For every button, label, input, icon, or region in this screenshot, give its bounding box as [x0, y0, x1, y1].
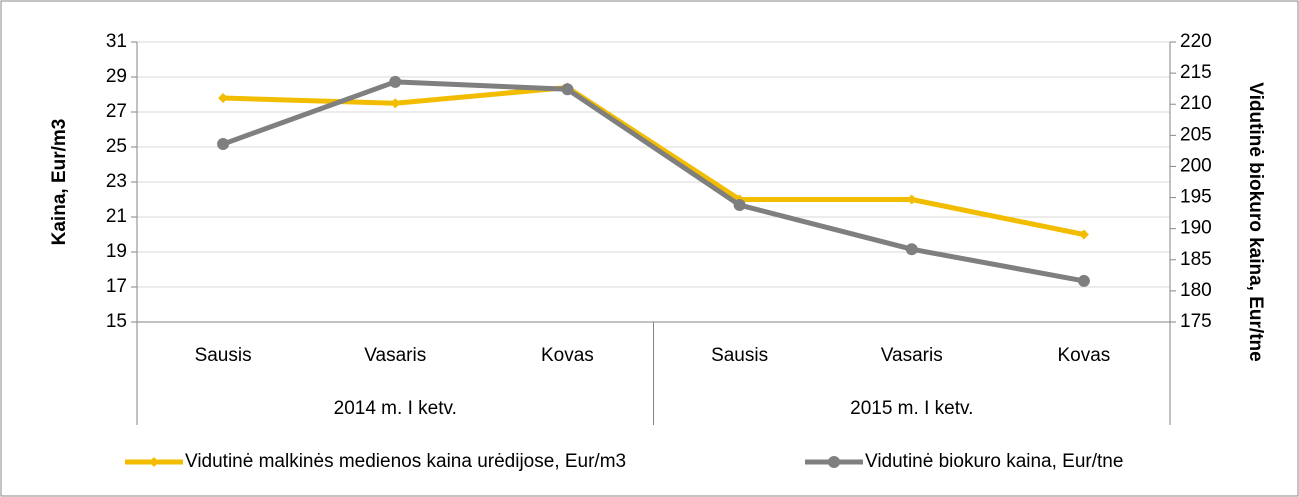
y-tick-label: 15	[106, 311, 127, 332]
data-point	[389, 75, 402, 88]
y-tick-label: 31	[106, 31, 127, 52]
y-tick-label: 21	[106, 206, 127, 227]
data-point	[733, 199, 746, 212]
y-tick-label: 23	[106, 171, 127, 192]
y-tick-label: 19	[106, 241, 127, 262]
data-point	[1078, 229, 1089, 240]
y-axis-title: Kaina, Eur/m3	[49, 119, 70, 246]
data-point	[218, 93, 229, 103]
y2-tick-label: 185	[1180, 249, 1212, 270]
y-tick-label: 25	[106, 136, 127, 157]
y2-tick-label: 180	[1180, 280, 1212, 301]
x-tick-label: Sausis	[195, 345, 252, 366]
data-point	[906, 194, 917, 205]
group-label: 2015 m. I ketv.	[850, 398, 973, 419]
data-point	[905, 243, 918, 256]
group-label: 2014 m. I ketv.	[334, 398, 457, 419]
legend-marker	[149, 457, 159, 467]
y2-tick-label: 200	[1180, 155, 1212, 176]
x-tick-label: Vasaris	[364, 345, 426, 366]
y2-tick-label: 210	[1180, 93, 1212, 114]
data-point	[1077, 274, 1090, 287]
y-tick-label: 27	[106, 101, 127, 122]
x-tick-label: Kovas	[541, 345, 594, 366]
y2-tick-label: 215	[1180, 62, 1212, 83]
legend-label: Vidutinė malkinės medienos kaina urėdijo…	[185, 451, 626, 472]
legend-label: Vidutinė biokuro kaina, Eur/tne	[865, 451, 1123, 472]
legend-marker	[828, 456, 840, 468]
y2-tick-label: 195	[1180, 187, 1212, 208]
y2-tick-label: 205	[1180, 124, 1212, 145]
x-tick-label: Kovas	[1058, 345, 1111, 366]
series-line	[223, 85, 1085, 237]
y-tick-label: 17	[106, 276, 127, 297]
data-point	[217, 138, 230, 151]
x-tick-label: Sausis	[711, 345, 768, 366]
y2-axis-title: Vidutinė biokuro kaina, Eur/tne	[1245, 82, 1266, 361]
y2-tick-label: 175	[1180, 311, 1212, 332]
y2-tick-label: 220	[1180, 31, 1212, 52]
data-point	[561, 83, 574, 96]
y2-tick-label: 190	[1180, 218, 1212, 239]
x-tick-label: Vasaris	[881, 345, 943, 366]
y-tick-label: 29	[106, 66, 127, 87]
data-point	[390, 98, 401, 109]
series-line	[222, 79, 1085, 284]
